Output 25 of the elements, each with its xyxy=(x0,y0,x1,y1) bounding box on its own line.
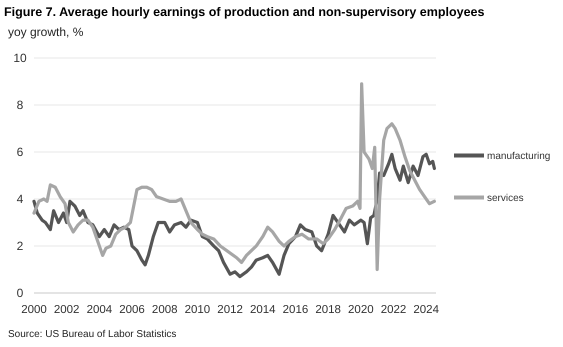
x-tick-label: 2000 xyxy=(21,304,47,316)
y-tick-label: 8 xyxy=(16,98,24,112)
x-tick-label: 2020 xyxy=(348,304,374,316)
y-tick-label: 2 xyxy=(16,239,24,254)
y-axis-title: yoy growth, % xyxy=(8,25,84,39)
y-tick-label: 0 xyxy=(16,286,24,300)
y-tick-label: 4 xyxy=(16,192,24,206)
chart-title: Figure 7. Average hourly earnings of production and non-supervisory employees xyxy=(4,5,484,19)
x-tick-label: 2004 xyxy=(86,304,113,316)
x-tick-label: 2016 xyxy=(282,304,308,316)
x-tick-label: 2006 xyxy=(119,304,145,316)
x-tick-label: 2024 xyxy=(413,304,440,316)
x-tick-label: 2008 xyxy=(152,304,178,316)
legend-label: services xyxy=(487,193,524,204)
x-tick-label: 2012 xyxy=(217,304,243,316)
legend-label: manufacturing xyxy=(487,151,550,162)
x-tick-label: 2018 xyxy=(315,304,341,316)
x-tick-label: 2010 xyxy=(184,304,210,316)
x-tick-label: 2022 xyxy=(380,304,406,316)
line-series xyxy=(32,82,436,272)
y-tick-label: 10 xyxy=(13,51,27,66)
y-tick-label: 6 xyxy=(16,145,24,160)
source-note: Source: US Bureau of Labor Statistics xyxy=(8,329,176,340)
x-tick-label: 2014 xyxy=(250,304,276,316)
x-tick-label: 2002 xyxy=(54,304,80,316)
